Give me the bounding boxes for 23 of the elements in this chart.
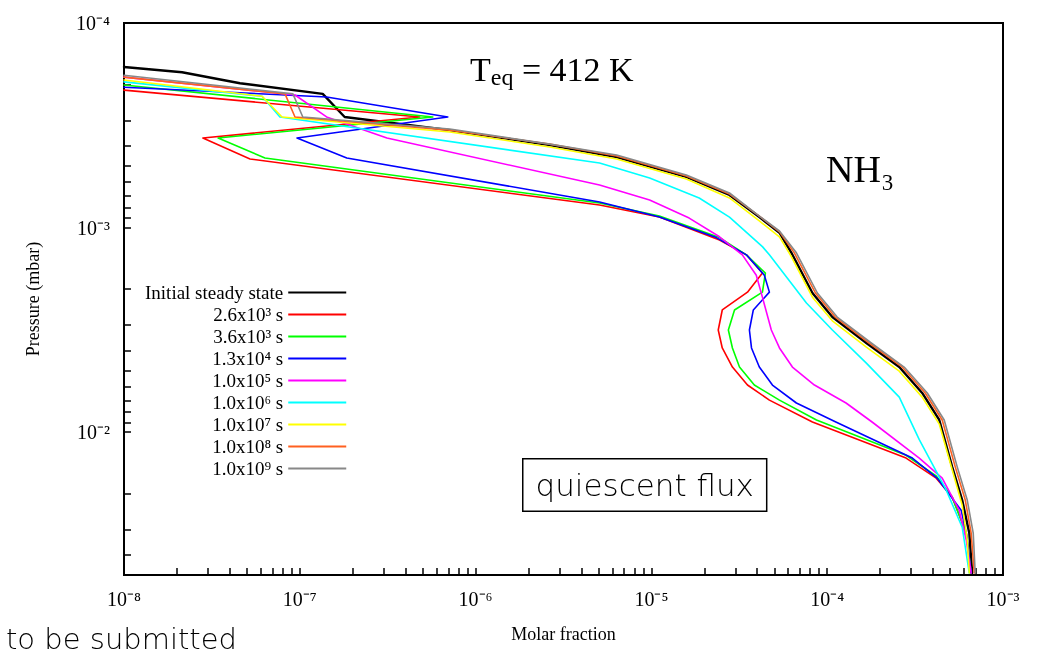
- y-tick-label: 10⁻³: [77, 216, 110, 239]
- x-tick-label: 10⁻⁵: [634, 588, 669, 610]
- annotation: quiescent flux: [535, 467, 754, 503]
- x-axis-title: Molar fraction: [511, 624, 616, 644]
- annotation: NH₃: [826, 148, 895, 190]
- legend-label: Initial steady state: [145, 282, 284, 303]
- text: to be submitted: [6, 621, 237, 656]
- legend-label: 1.0x10⁹ s: [212, 458, 284, 479]
- legend-label: 1.0x10⁶ s: [212, 392, 284, 413]
- legend-label: 1.0x10⁸ s: [212, 436, 284, 457]
- x-tick-label: 10⁻⁸: [107, 588, 142, 610]
- y-axis-title: Pressure (mbar): [23, 241, 44, 357]
- legend-label: 2.6x10³ s: [213, 304, 284, 325]
- legend-label: 1.3x10⁴ s: [212, 348, 284, 369]
- x-tick-label: 10⁻⁷: [282, 588, 317, 610]
- y-tick-label: 10⁻²: [77, 421, 110, 444]
- legend-label: 3.6x10³ s: [213, 326, 284, 347]
- x-tick-label: 10⁻³: [986, 588, 1020, 610]
- legend-label: 1.0x10⁷ s: [212, 414, 284, 435]
- y-tick-label: 10⁻⁴: [76, 12, 111, 34]
- x-tick-label: 10⁻⁶: [458, 588, 493, 610]
- x-tick-label: 10⁻⁴: [810, 588, 845, 610]
- legend-label: 1.0x10⁵ s: [212, 370, 284, 391]
